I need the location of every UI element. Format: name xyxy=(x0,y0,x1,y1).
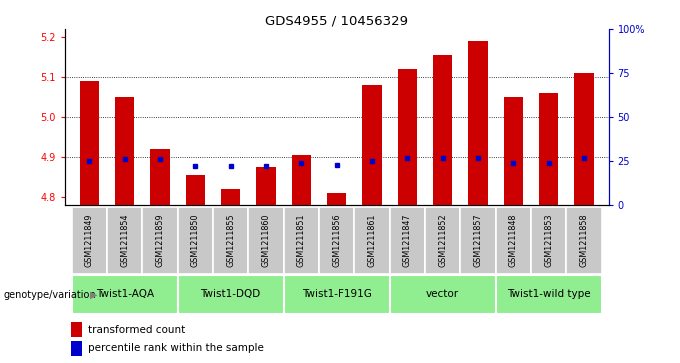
Bar xyxy=(142,207,177,274)
Bar xyxy=(433,55,452,205)
Bar xyxy=(71,275,177,314)
Bar xyxy=(319,207,354,274)
Text: GSM1211858: GSM1211858 xyxy=(579,214,588,267)
Bar xyxy=(469,41,488,205)
Bar xyxy=(398,69,417,205)
Bar xyxy=(496,207,531,274)
Text: GSM1211855: GSM1211855 xyxy=(226,214,235,267)
Bar xyxy=(390,207,425,274)
Bar xyxy=(80,81,99,205)
Text: GSM1211859: GSM1211859 xyxy=(156,214,165,267)
Bar xyxy=(574,73,594,205)
Text: GSM1211854: GSM1211854 xyxy=(120,214,129,267)
Text: GSM1211847: GSM1211847 xyxy=(403,214,412,267)
Text: GSM1211856: GSM1211856 xyxy=(332,214,341,267)
Bar xyxy=(503,97,523,205)
Bar xyxy=(177,207,213,274)
Bar xyxy=(284,275,390,314)
Bar xyxy=(531,207,566,274)
Text: ▶: ▶ xyxy=(90,290,97,300)
Text: GSM1211848: GSM1211848 xyxy=(509,214,517,267)
Bar xyxy=(566,207,602,274)
Text: GSM1211853: GSM1211853 xyxy=(544,214,553,267)
Text: Twist1-F191G: Twist1-F191G xyxy=(302,289,371,299)
Text: vector: vector xyxy=(426,289,459,299)
Text: percentile rank within the sample: percentile rank within the sample xyxy=(88,343,265,354)
Bar xyxy=(186,175,205,205)
Bar xyxy=(327,193,346,205)
Text: GSM1211857: GSM1211857 xyxy=(473,214,482,267)
Title: GDS4955 / 10456329: GDS4955 / 10456329 xyxy=(265,15,408,28)
Bar xyxy=(221,189,240,205)
Text: transformed count: transformed count xyxy=(88,325,186,335)
Bar xyxy=(354,207,390,274)
Bar xyxy=(390,275,496,314)
Bar xyxy=(496,275,602,314)
Text: GSM1211852: GSM1211852 xyxy=(438,214,447,267)
Text: genotype/variation: genotype/variation xyxy=(3,290,96,300)
Bar xyxy=(256,167,275,205)
Text: GSM1211860: GSM1211860 xyxy=(261,214,271,267)
Text: Twist1-DQD: Twist1-DQD xyxy=(201,289,260,299)
Bar xyxy=(213,207,248,274)
Bar xyxy=(460,207,496,274)
Bar xyxy=(107,207,142,274)
Text: Twist1-AQA: Twist1-AQA xyxy=(96,289,154,299)
Bar xyxy=(292,155,311,205)
Bar xyxy=(115,97,135,205)
Bar xyxy=(539,93,558,205)
Bar xyxy=(284,207,319,274)
Bar xyxy=(150,149,170,205)
Bar xyxy=(177,275,284,314)
Bar xyxy=(71,207,107,274)
Bar xyxy=(248,207,284,274)
Text: GSM1211851: GSM1211851 xyxy=(296,214,306,267)
Text: Twist1-wild type: Twist1-wild type xyxy=(507,289,590,299)
Text: GSM1211861: GSM1211861 xyxy=(367,214,377,267)
Text: GSM1211849: GSM1211849 xyxy=(85,214,94,267)
Bar xyxy=(362,85,381,205)
Text: GSM1211850: GSM1211850 xyxy=(191,214,200,267)
Bar xyxy=(425,207,460,274)
